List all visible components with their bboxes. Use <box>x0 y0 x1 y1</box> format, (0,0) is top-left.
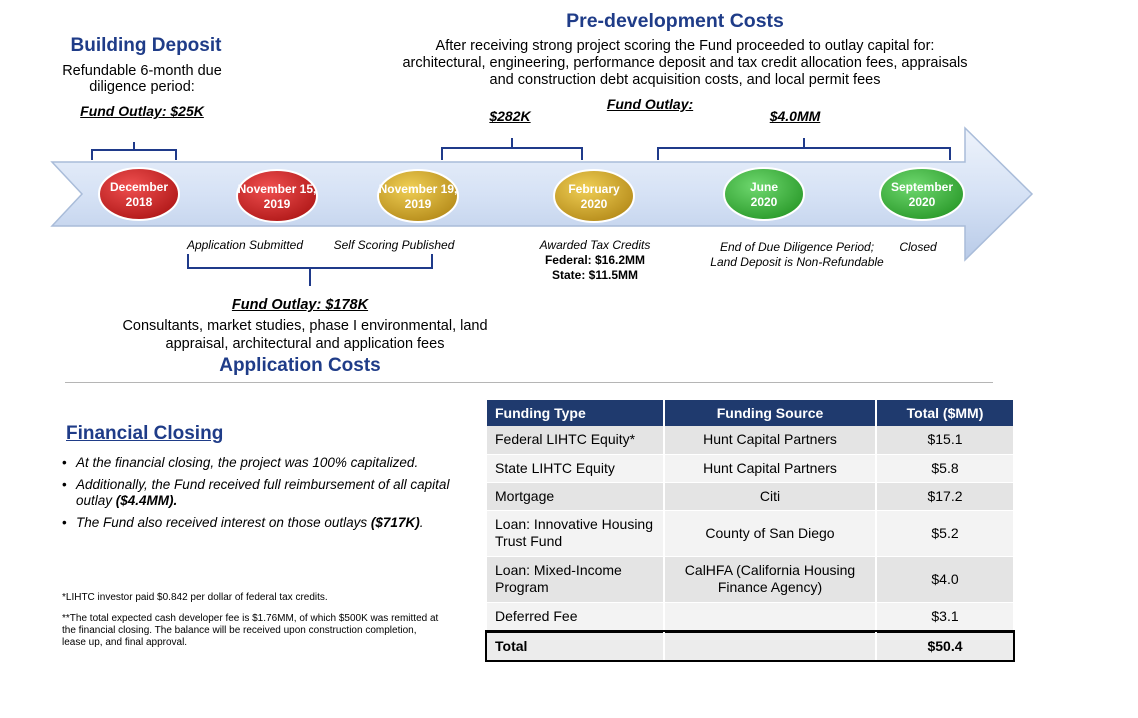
predevelopment-title: Pre-development Costs <box>566 10 784 32</box>
building-deposit-outlay: Fund Outlay: $25K <box>80 103 204 119</box>
cell-source <box>664 602 877 633</box>
header-funding-type: Funding Type <box>487 400 665 426</box>
bracket-application-costs <box>187 254 433 286</box>
milestone-2-line2: 2019 <box>264 197 291 211</box>
footnote-2: **The total expected cash developer fee … <box>62 613 439 648</box>
building-deposit-description: Refundable 6-month due diligence period: <box>62 63 222 95</box>
cell-type: Mortgage <box>487 482 665 511</box>
milestone-5-line1: June <box>750 180 778 194</box>
header-funding-source: Funding Source <box>664 400 877 426</box>
financial-closing-bullet-3: The Fund also received interest on those… <box>62 515 472 531</box>
milestone-november-15-2019: November 15, 2019 <box>236 169 318 223</box>
milestone-november-19-2019: November 19, 2019 <box>377 169 459 223</box>
label-application-submitted: Application Submitted <box>186 238 304 252</box>
financial-closing-bullet-2: Additionally, the Fund received full rei… <box>62 477 472 509</box>
milestone-4-line2: 2020 <box>581 197 608 211</box>
label-due-diligence-2: Land Deposit is Non-Refundable <box>710 255 884 269</box>
label-closed: Closed <box>899 240 937 254</box>
total-source <box>664 631 877 661</box>
cell-source: County of San Diego <box>664 510 877 557</box>
cell-type: Loan: Innovative Housing Trust Fund <box>487 510 665 557</box>
milestone-june-2020: June 2020 <box>723 167 805 221</box>
bullet-3-suffix: . <box>419 515 424 530</box>
milestone-3-line2: 2019 <box>405 197 432 211</box>
financial-closing-title: Financial Closing <box>66 423 224 444</box>
table-row: Mortgage Citi $17.2 <box>487 482 1013 511</box>
financial-closing-list: At the financial closing, the project wa… <box>62 455 472 537</box>
table-row: Deferred Fee $3.1 <box>487 602 1013 633</box>
cell-total: $3.1 <box>876 602 1013 633</box>
table-row: Loan: Innovative Housing Trust Fund Coun… <box>487 510 1013 557</box>
table-row: State LIHTC Equity Hunt Capital Partners… <box>487 454 1013 483</box>
cell-type: Federal LIHTC Equity* <box>487 426 665 455</box>
cell-source: Hunt Capital Partners <box>664 454 877 483</box>
milestone-3-line1: November 19, <box>379 182 458 196</box>
cell-type: Deferred Fee <box>487 602 665 633</box>
bracket-predev-282k <box>441 138 583 160</box>
footnote-1: *LIHTC investor paid $0.842 per dollar o… <box>62 592 328 603</box>
table-row: Loan: Mixed-Income Program CalHFA (Calif… <box>487 556 1013 603</box>
timeline-diagram: December 2018 November 15, 2019 November… <box>50 126 1034 286</box>
predevelopment-outlay-label: Fund Outlay: <box>606 96 694 112</box>
total-label: Total <box>487 631 665 661</box>
bullet-1-text: At the financial closing, the project wa… <box>76 455 419 470</box>
bracket-building-deposit <box>91 142 177 160</box>
milestone-1-line2: 2018 <box>126 195 153 209</box>
cell-total: $15.1 <box>876 426 1013 455</box>
predevelopment-description: After receiving strong project scoring t… <box>402 38 968 88</box>
section-divider <box>65 382 993 383</box>
bullet-2-text: Additionally, the Fund received full rei… <box>76 477 450 508</box>
cell-source: Hunt Capital Partners <box>664 426 877 455</box>
label-awarded-tax-credits: Awarded Tax Credits <box>539 238 651 252</box>
cell-source: CalHFA (California Housing Finance Agenc… <box>664 556 877 603</box>
milestone-6-line1: September <box>891 180 953 194</box>
bullet-2-amount: ($4.4MM). <box>115 493 178 508</box>
label-self-scoring: Self Scoring Published <box>333 238 455 252</box>
cell-total: $17.2 <box>876 482 1013 511</box>
table-total-row: Total $50.4 <box>485 630 1015 662</box>
cell-source: Citi <box>664 482 877 511</box>
cell-total: $5.8 <box>876 454 1013 483</box>
timeline-arrow <box>50 126 1034 262</box>
financial-closing-bullet-1: At the financial closing, the project wa… <box>62 455 472 471</box>
cell-total: $5.2 <box>876 510 1013 557</box>
header-total: Total ($MM) <box>876 400 1013 426</box>
bullet-3-amount: ($717K) <box>370 515 420 530</box>
label-due-diligence-1: End of Due Diligence Period; <box>719 240 875 254</box>
cell-type: State LIHTC Equity <box>487 454 665 483</box>
cell-total: $4.0 <box>876 556 1013 603</box>
milestone-december-2018: December 2018 <box>98 167 180 221</box>
total-value: $50.4 <box>876 631 1013 661</box>
application-costs-outlay: Fund Outlay: $178K <box>231 297 369 313</box>
predevelopment-amount-1: $282K <box>489 108 531 124</box>
milestone-4-line1: February <box>568 182 620 196</box>
table-header-row: Funding Type Funding Source Total ($MM) <box>487 400 1013 426</box>
milestone-5-line2: 2020 <box>751 195 778 209</box>
bullet-3-text: The Fund also received interest on those… <box>76 515 371 530</box>
application-costs-description: Consultants, market studies, phase I env… <box>122 318 488 352</box>
label-state-credits: State: $11.5MM <box>551 268 639 282</box>
milestone-september-2020: September 2020 <box>879 167 965 221</box>
milestone-1-line1: December <box>110 180 168 194</box>
milestone-february-2020: February 2020 <box>553 169 635 223</box>
application-costs-title: Application Costs <box>219 355 381 376</box>
building-deposit-title: Building Deposit <box>70 35 222 56</box>
funding-table: Funding Type Funding Source Total ($MM) … <box>485 400 1015 662</box>
bracket-predev-4mm <box>657 138 951 160</box>
cell-type: Loan: Mixed-Income Program <box>487 556 665 603</box>
milestone-6-line2: 2020 <box>909 195 936 209</box>
milestone-2-line1: November 15, <box>238 182 317 196</box>
table-row: Federal LIHTC Equity* Hunt Capital Partn… <box>487 426 1013 455</box>
label-federal-credits: Federal: $16.2MM <box>544 253 646 267</box>
predevelopment-amount-2: $4.0MM <box>769 108 821 124</box>
